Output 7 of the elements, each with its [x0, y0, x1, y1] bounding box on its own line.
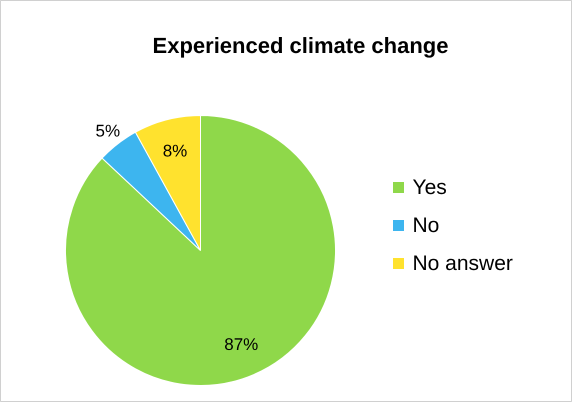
legend-label: Yes [412, 176, 447, 199]
data-label: 5% [96, 122, 120, 141]
legend-label: No answer [412, 252, 513, 275]
data-label: 8% [162, 142, 188, 161]
data-label: 87% [224, 335, 258, 354]
chart-title: Experienced climate change [152, 33, 448, 58]
legend-label: No [412, 214, 440, 237]
